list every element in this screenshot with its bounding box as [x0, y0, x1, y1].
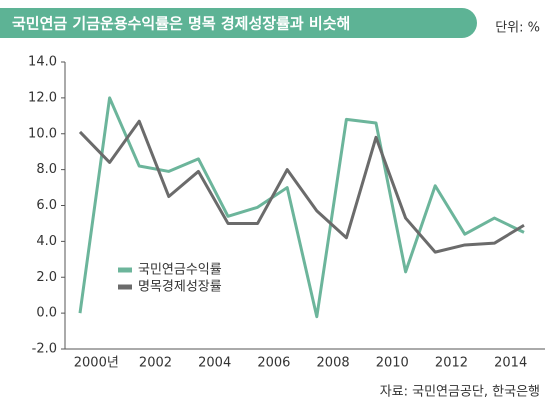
- source-note: 자료: 국민연금공단, 한국은행: [380, 384, 540, 400]
- series-line: [78, 119, 525, 254]
- unit-label: 단위: %: [495, 21, 540, 36]
- y-tick-label: 4.0: [36, 234, 57, 249]
- x-tick-label: 2008: [317, 356, 350, 371]
- series-line: [78, 96, 525, 319]
- x-tick-label: 2000년: [74, 356, 119, 371]
- legend-label: 명목경제성장률: [138, 280, 222, 295]
- x-tick-label: 2014: [494, 356, 527, 371]
- chart-title: 국민연금 기금운용수익률은 명목 경제성장률과 비슷해: [12, 15, 350, 33]
- x-tick-label: 2010: [376, 356, 409, 371]
- y-tick-label: 2.0: [36, 270, 57, 285]
- y-tick-label: -2.0: [32, 342, 57, 357]
- y-tick-label: 6.0: [36, 198, 57, 213]
- y-tick-label: 0.0: [36, 306, 57, 321]
- title-banner: [0, 8, 477, 38]
- y-tick-label: 10.0: [28, 126, 57, 141]
- x-tick-label: 2004: [198, 356, 231, 371]
- x-tick-label: 2006: [257, 356, 290, 371]
- x-tick-label: 2012: [435, 356, 468, 371]
- y-tick-label: 14.0: [28, 55, 57, 70]
- x-tick-label: 2002: [139, 356, 172, 371]
- y-tick-label: 12.0: [28, 90, 57, 105]
- legend-label: 국민연금수익률: [138, 263, 222, 278]
- y-tick-label: 8.0: [36, 162, 57, 177]
